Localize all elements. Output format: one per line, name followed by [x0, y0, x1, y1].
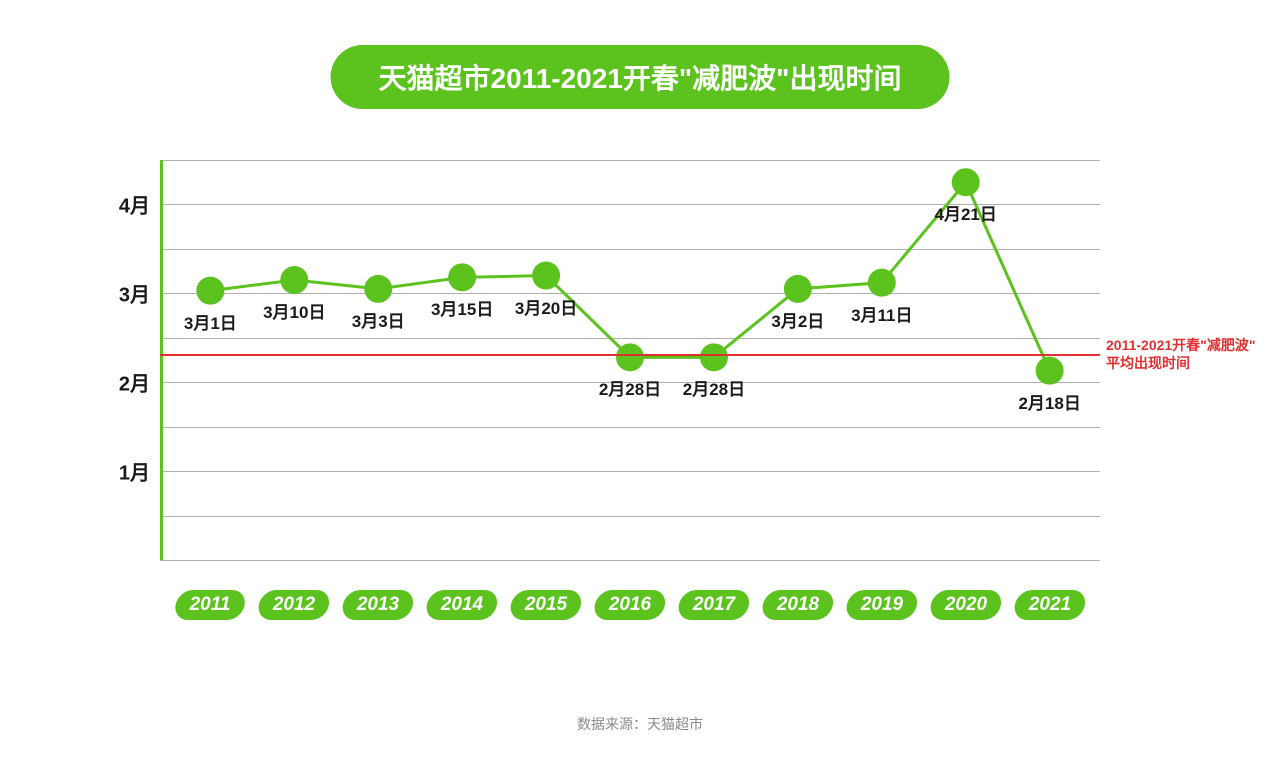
- data-marker: [196, 277, 224, 305]
- y-tick-label: 4月: [100, 190, 150, 219]
- x-tick-label: 2013: [340, 590, 416, 620]
- data-label: 3月1日: [184, 309, 237, 334]
- chart-title: 天猫超市2011-2021开春"减肥波"出现时间: [331, 45, 950, 109]
- reference-label: 2011-2021开春"减肥波" 平均出现时间: [1106, 336, 1255, 372]
- data-marker: [448, 263, 476, 291]
- x-tick-label: 2021: [1012, 590, 1088, 620]
- y-tick-label: 2月: [100, 368, 150, 397]
- data-marker: [868, 269, 896, 297]
- source-text: 数据来源：天猫超市: [577, 714, 703, 734]
- reference-line: [160, 354, 1100, 356]
- x-tick-label: 2011: [173, 590, 247, 620]
- chart-container: 1月 2月 3月 4月 3月1日 3月10日 3月3日 3月15日 3月20日 2月28日 2月2…: [100, 160, 1100, 600]
- data-marker: [952, 168, 980, 196]
- gridline: [160, 560, 1100, 561]
- x-tick-label: 2014: [424, 590, 500, 620]
- data-label: 2月28日: [599, 375, 661, 400]
- data-label: 3月20日: [515, 294, 577, 319]
- x-tick-label: 2018: [760, 590, 836, 620]
- y-tick-label: 1月: [100, 457, 150, 486]
- x-tick-label: 2016: [592, 590, 668, 620]
- data-label: 3月3日: [352, 307, 405, 332]
- data-marker: [280, 266, 308, 294]
- data-label: 2月18日: [1018, 389, 1080, 414]
- x-tick-label: 2019: [844, 590, 920, 620]
- data-label: 3月15日: [431, 295, 493, 320]
- x-tick-label: 2020: [928, 590, 1004, 620]
- data-marker: [700, 343, 728, 371]
- data-marker: [784, 275, 812, 303]
- data-marker: [364, 275, 392, 303]
- data-label: 3月11日: [851, 301, 912, 326]
- data-marker: [616, 343, 644, 371]
- plot-area: 3月1日 3月10日 3月3日 3月15日 3月20日 2月28日 2月28日 3月2日 3月1…: [160, 160, 1100, 560]
- x-tick-label: 2015: [508, 590, 584, 620]
- y-tick-label: 3月: [100, 279, 150, 308]
- x-tick-label: 2012: [256, 590, 332, 620]
- data-marker: [532, 262, 560, 290]
- x-tick-label: 2017: [676, 590, 752, 620]
- data-label: 4月21日: [935, 200, 997, 225]
- data-label: 3月2日: [771, 307, 824, 332]
- data-label: 3月10日: [263, 298, 325, 323]
- data-label: 2月28日: [683, 375, 745, 400]
- data-marker: [1036, 357, 1064, 385]
